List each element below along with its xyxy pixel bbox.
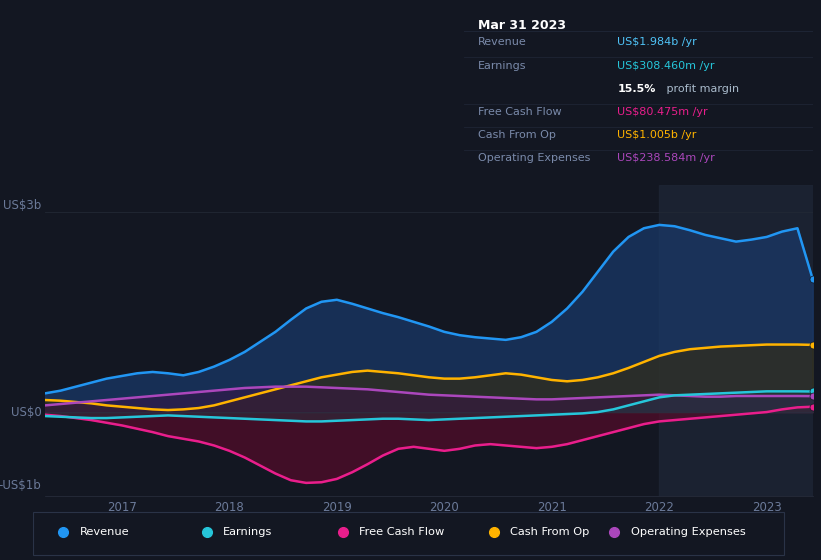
Text: US$80.475m /yr: US$80.475m /yr (617, 107, 708, 117)
Text: Operating Expenses: Operating Expenses (478, 153, 590, 163)
Text: -US$1b: -US$1b (0, 479, 41, 492)
Text: Revenue: Revenue (478, 38, 526, 48)
Text: Earnings: Earnings (223, 528, 273, 538)
Text: Free Cash Flow: Free Cash Flow (478, 107, 562, 117)
Text: US$238.584m /yr: US$238.584m /yr (617, 153, 715, 163)
Text: Revenue: Revenue (80, 528, 129, 538)
Text: profit margin: profit margin (663, 83, 739, 94)
Text: Mar 31 2023: Mar 31 2023 (478, 18, 566, 31)
Text: Cash From Op: Cash From Op (478, 130, 556, 140)
Text: US$0: US$0 (11, 405, 41, 418)
Text: Cash From Op: Cash From Op (510, 528, 589, 538)
Text: US$3b: US$3b (3, 199, 41, 212)
Bar (659, 185, 813, 496)
Text: US$1.984b /yr: US$1.984b /yr (617, 38, 697, 48)
Text: US$308.460m /yr: US$308.460m /yr (617, 60, 715, 71)
Text: 15.5%: 15.5% (617, 83, 656, 94)
Text: Free Cash Flow: Free Cash Flow (359, 528, 444, 538)
Text: US$1.005b /yr: US$1.005b /yr (617, 130, 697, 140)
Text: Earnings: Earnings (478, 60, 526, 71)
Text: Operating Expenses: Operating Expenses (631, 528, 745, 538)
